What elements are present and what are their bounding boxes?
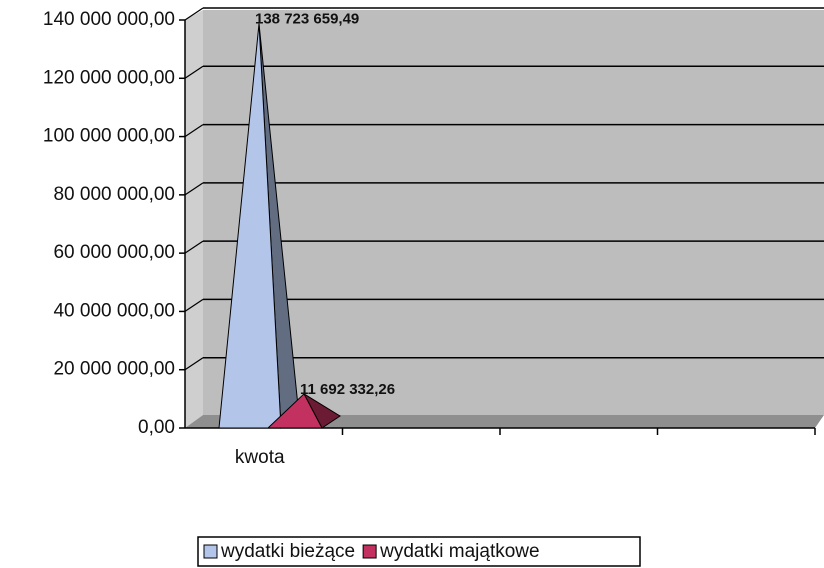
legend <box>197 536 641 567</box>
legend-swatch <box>362 544 377 559</box>
y-tick-label: 120 000 000,00 <box>43 67 175 88</box>
grid-line <box>184 240 204 254</box>
back-wall <box>203 10 824 415</box>
data-label: 11 692 332,26 <box>300 381 395 398</box>
grid-line <box>184 298 204 312</box>
grid-line <box>184 65 204 79</box>
grid-line <box>184 124 204 138</box>
y-tick-label: 20 000 000,00 <box>53 359 175 380</box>
y-tick-label: 60 000 000,00 <box>53 242 175 263</box>
floor <box>185 415 824 428</box>
y-tick-label: 0,00 <box>138 417 175 438</box>
x-tick-label: kwota <box>235 447 285 468</box>
y-tick-label: 140 000 000,00 <box>43 9 175 30</box>
side-wall <box>185 10 203 428</box>
grid-line <box>184 7 204 21</box>
legend-label: wydatki majątkowe <box>379 541 539 562</box>
data-label: 138 723 659,49 <box>255 11 359 28</box>
y-tick-label: 40 000 000,00 <box>53 300 175 321</box>
pyramid <box>218 23 282 429</box>
legend-swatch <box>203 544 218 559</box>
y-tick-label: 100 000 000,00 <box>43 126 175 147</box>
legend-label: wydatki bieżące <box>220 541 355 562</box>
y-tick-label: 80 000 000,00 <box>53 184 175 205</box>
grid-line <box>184 182 204 196</box>
pyramid <box>266 393 323 429</box>
grid-line <box>184 357 204 371</box>
